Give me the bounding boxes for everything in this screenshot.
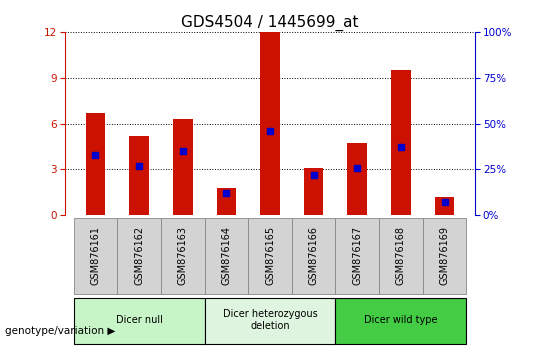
FancyBboxPatch shape xyxy=(292,218,335,294)
Text: GSM876167: GSM876167 xyxy=(352,226,362,285)
Text: GSM876168: GSM876168 xyxy=(396,226,406,285)
Point xyxy=(178,148,187,154)
Bar xyxy=(260,32,280,215)
Text: GSM876163: GSM876163 xyxy=(178,226,188,285)
Text: Dicer heterozygous
deletion: Dicer heterozygous deletion xyxy=(222,309,318,331)
Bar xyxy=(435,197,455,215)
Bar xyxy=(173,119,192,215)
Bar xyxy=(217,188,236,215)
FancyBboxPatch shape xyxy=(117,218,161,294)
Point xyxy=(309,172,318,178)
FancyBboxPatch shape xyxy=(379,218,423,294)
Title: GDS4504 / 1445699_at: GDS4504 / 1445699_at xyxy=(181,14,359,30)
Point xyxy=(134,163,143,169)
Text: GSM876166: GSM876166 xyxy=(309,226,319,285)
Point xyxy=(91,152,100,158)
Text: GSM876164: GSM876164 xyxy=(221,226,231,285)
Text: genotype/variation ▶: genotype/variation ▶ xyxy=(5,326,116,336)
Text: Dicer wild type: Dicer wild type xyxy=(364,315,438,325)
Text: GSM876161: GSM876161 xyxy=(90,226,100,285)
Text: GSM876169: GSM876169 xyxy=(440,226,450,285)
Bar xyxy=(391,70,411,215)
FancyBboxPatch shape xyxy=(73,218,117,294)
FancyBboxPatch shape xyxy=(161,218,205,294)
Text: GSM876162: GSM876162 xyxy=(134,226,144,285)
Text: GSM876165: GSM876165 xyxy=(265,226,275,285)
Point xyxy=(222,190,231,196)
Bar xyxy=(348,143,367,215)
Point xyxy=(266,128,274,134)
Bar xyxy=(129,136,149,215)
Bar xyxy=(304,168,323,215)
Text: Dicer null: Dicer null xyxy=(116,315,163,325)
FancyBboxPatch shape xyxy=(335,218,379,294)
Point xyxy=(440,200,449,205)
Point xyxy=(397,144,406,150)
FancyBboxPatch shape xyxy=(248,218,292,294)
Bar xyxy=(85,113,105,215)
FancyBboxPatch shape xyxy=(73,298,205,344)
FancyBboxPatch shape xyxy=(205,298,335,344)
FancyBboxPatch shape xyxy=(205,218,248,294)
FancyBboxPatch shape xyxy=(335,298,467,344)
FancyBboxPatch shape xyxy=(423,218,467,294)
Point xyxy=(353,165,362,170)
